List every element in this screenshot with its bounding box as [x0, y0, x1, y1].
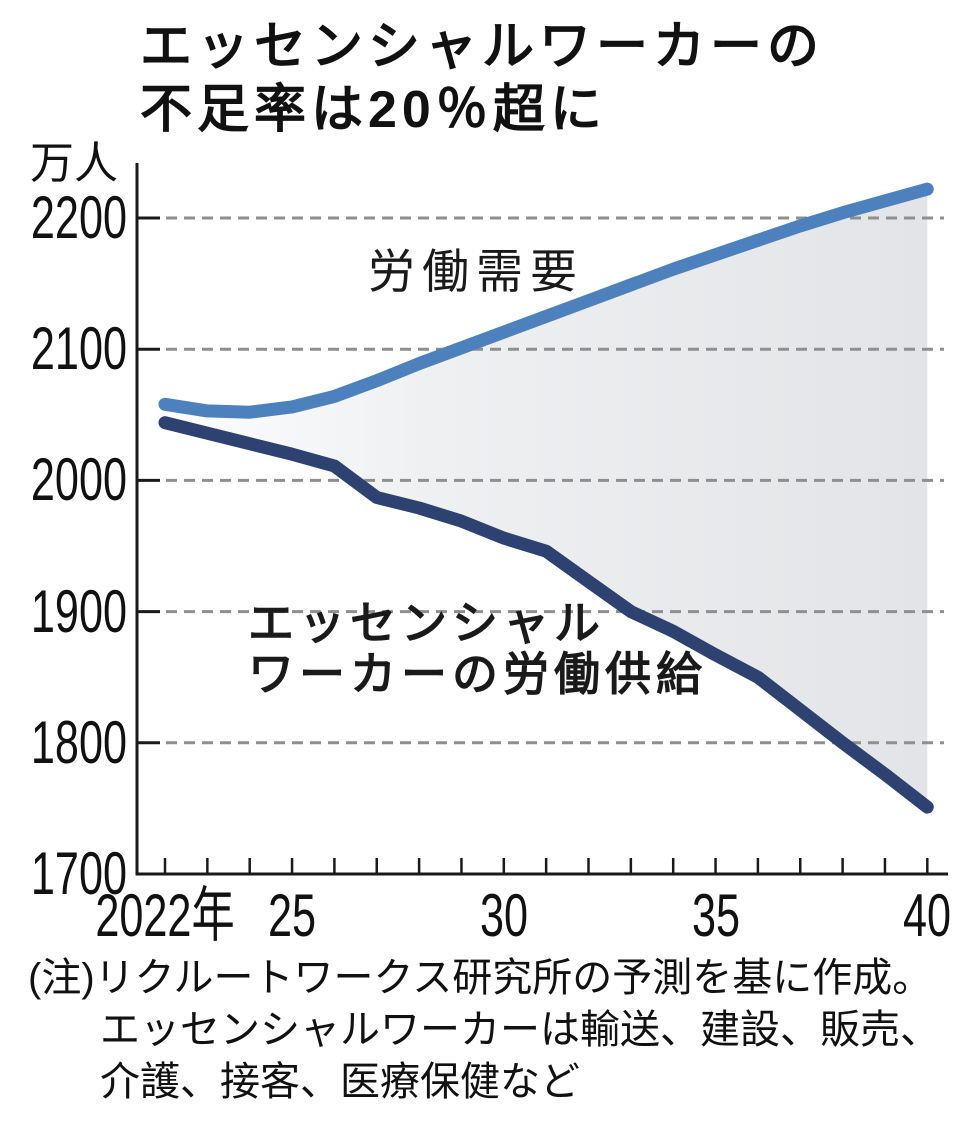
shortage-area: [165, 189, 928, 808]
supply-line: [158, 416, 934, 814]
demand-line: [158, 182, 934, 419]
x-tick-label: 25: [268, 882, 317, 949]
supply-series-label: エッセンシャル ワーカーの労働供給: [248, 598, 707, 700]
supply-series-label-line1: エッセンシャル: [248, 597, 605, 649]
x-tick-label: 35: [691, 882, 740, 949]
chart-title-line1: エッセンシャルワーカーの: [140, 18, 825, 76]
source-note-line3: 介護、接客、医療保健など: [100, 1060, 580, 1104]
y-tick-label: 2000: [30, 446, 127, 514]
supply-series-label-line2: ワーカーの労働供給: [248, 648, 707, 700]
source-note-line1: (注)リクルートワークス研究所の予測を基に作成。: [28, 956, 933, 1000]
chart-title-line2: 不足率は20％超に: [140, 81, 607, 139]
x-tick-label: 30: [479, 882, 528, 949]
chart-title: エッセンシャルワーカーの 不足率は20％超に: [140, 16, 824, 142]
x-tick-label: 2022年: [95, 882, 235, 949]
demand-series-label: 労働需要: [368, 245, 584, 298]
y-tick-label: 2200: [30, 184, 127, 251]
source-note: (注)リクルートワークス研究所の予測を基に作成。 エッセンシャルワーカーは輸送、…: [28, 952, 958, 1108]
y-axis-unit-label: 万人: [30, 139, 118, 188]
y-tick-label: 1900: [30, 577, 127, 645]
y-tick-label: 1800: [30, 708, 127, 776]
y-tick-label: 1700: [30, 840, 127, 907]
y-tick-label: 2100: [30, 315, 127, 383]
x-tick-label: 40: [903, 882, 952, 949]
source-note-line2: エッセンシャルワーカーは輸送、建設、販売、: [100, 1008, 940, 1052]
